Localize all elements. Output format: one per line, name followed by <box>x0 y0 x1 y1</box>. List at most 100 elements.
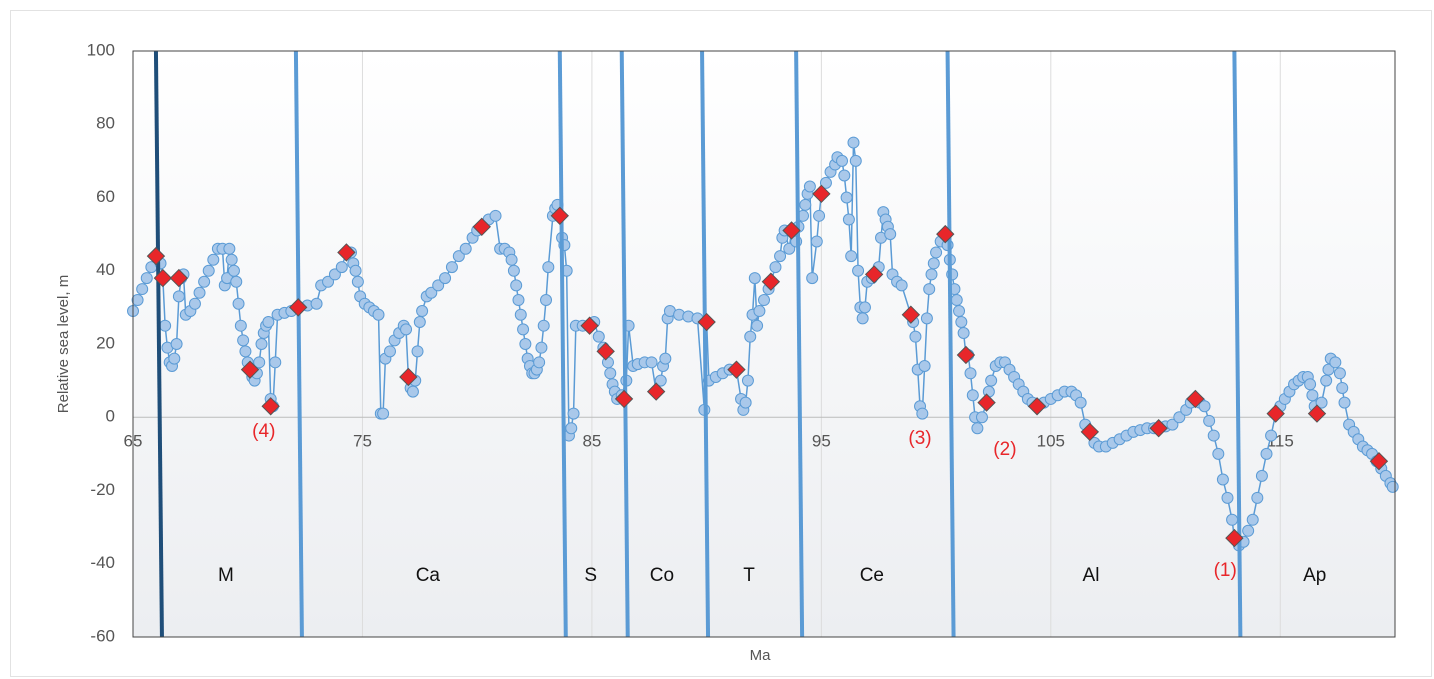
stage-label: M <box>218 565 234 586</box>
data-point <box>567 407 580 420</box>
key-point <box>596 342 615 361</box>
data-point <box>918 359 931 372</box>
y-tick-label: -60 <box>90 626 115 645</box>
stage-boundary <box>557 50 568 638</box>
stage-label: Ce <box>860 565 884 586</box>
stage-label: Ca <box>416 565 441 586</box>
data-point <box>909 330 922 343</box>
stage-label: Ap <box>1303 565 1326 586</box>
data-point <box>920 312 933 325</box>
key-point <box>1369 452 1389 471</box>
data-point <box>836 154 849 167</box>
data-point <box>507 264 520 277</box>
key-point <box>472 217 491 236</box>
plot-area <box>133 51 1395 637</box>
key-point <box>782 221 801 240</box>
data-point <box>803 180 816 193</box>
data-point <box>1221 491 1234 504</box>
key-point <box>697 312 716 332</box>
data-point <box>223 242 236 255</box>
data-point <box>193 286 206 299</box>
data-point <box>927 257 940 270</box>
data-point <box>856 312 869 325</box>
stage-label: T <box>743 565 755 586</box>
y-tick-label: -40 <box>90 553 115 572</box>
data-point <box>131 294 144 307</box>
key-point <box>1027 397 1047 416</box>
data-point <box>1336 381 1349 394</box>
data-point <box>372 308 385 321</box>
data-point <box>1386 480 1399 493</box>
plot-border <box>132 50 1396 638</box>
key-point <box>240 360 260 379</box>
data-point <box>188 297 201 310</box>
data-point <box>519 338 532 350</box>
data-point <box>459 242 472 255</box>
data-point <box>227 264 240 277</box>
data-point <box>540 294 553 307</box>
key-point <box>977 393 996 412</box>
data-point <box>852 264 865 277</box>
data-point <box>237 334 250 347</box>
data-point <box>1320 374 1333 387</box>
key-point <box>1149 419 1168 438</box>
key-point <box>146 246 166 266</box>
data-point <box>1304 378 1317 391</box>
data-point <box>1333 367 1346 380</box>
data-point <box>806 272 819 285</box>
data-point <box>819 176 832 189</box>
data-point <box>140 272 153 285</box>
data-point <box>1251 491 1264 504</box>
data-point <box>840 191 853 204</box>
data-point <box>1242 524 1255 537</box>
annotation: (1) <box>1214 560 1237 581</box>
key-point <box>901 305 921 324</box>
data-point <box>198 275 211 288</box>
data-point <box>411 345 424 358</box>
data-point <box>253 356 266 369</box>
data-point <box>799 198 812 211</box>
data-point <box>592 330 605 343</box>
data-point <box>505 253 518 266</box>
data-point <box>351 275 364 288</box>
data-point <box>269 356 282 369</box>
data-point <box>535 341 548 354</box>
y-axis-title: Relative sea level, m <box>55 275 72 413</box>
data-point <box>328 268 341 281</box>
data-point <box>971 422 984 435</box>
data-point <box>452 250 465 263</box>
data-point <box>950 294 963 307</box>
y-tick-label: 40 <box>96 260 115 279</box>
stage-label: S <box>584 565 597 586</box>
data-point <box>335 261 348 274</box>
data-point <box>445 261 458 274</box>
data-point <box>774 250 787 263</box>
data-point <box>1338 396 1351 409</box>
data-point <box>925 268 938 281</box>
data-point <box>838 169 851 182</box>
data-point <box>1198 400 1211 413</box>
data-point <box>255 338 268 350</box>
data-point <box>813 209 826 222</box>
data-point <box>739 396 752 409</box>
data-point <box>884 228 897 241</box>
data-point <box>964 367 977 380</box>
data-point <box>533 356 546 369</box>
stage-boundary <box>619 50 630 638</box>
data-point <box>654 374 667 387</box>
data-point <box>349 264 362 277</box>
data-point <box>172 290 185 303</box>
data-point <box>1246 513 1259 526</box>
stage-boundary <box>794 50 805 638</box>
key-point <box>337 243 356 262</box>
y-tick-label: 20 <box>96 333 115 352</box>
data-point <box>377 407 390 420</box>
data-point <box>1315 396 1328 409</box>
key-point <box>936 224 955 244</box>
data-point <box>916 407 929 420</box>
stage-label: Al <box>1083 565 1100 586</box>
key-point <box>864 265 884 284</box>
data-point <box>239 345 252 358</box>
key-point <box>614 389 634 409</box>
stage-boundary <box>153 50 164 638</box>
